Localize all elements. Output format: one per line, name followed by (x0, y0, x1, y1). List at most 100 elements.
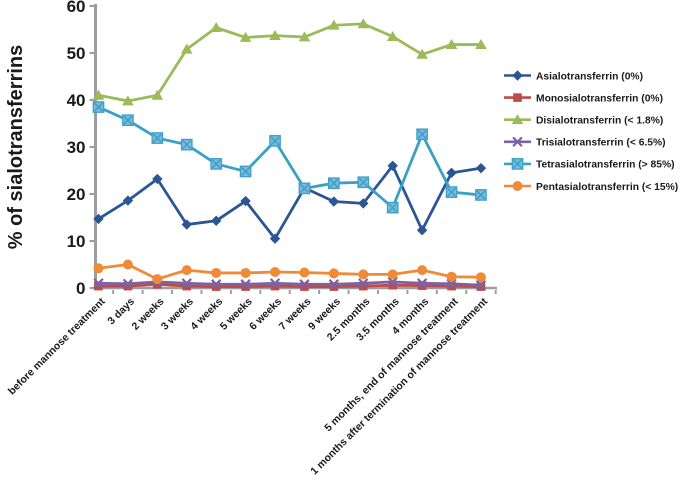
triangle-marker-icon (180, 43, 193, 54)
x-marker-icon (181, 278, 192, 289)
legend-item: Pentasialotransferrin (< 15%) (504, 181, 678, 193)
series-line (97, 164, 483, 241)
y-tick-label: 40 (67, 91, 86, 110)
legend: Asialotransferrin (0%) Monosialotransferr… (504, 70, 678, 193)
boxed-x-marker-icon (239, 165, 252, 178)
y-axis-title: % of sialotransferrins (5, 45, 27, 250)
series-pentasialotransferrin-15 (93, 259, 486, 285)
circle-marker-icon (512, 181, 523, 191)
triangle-marker-icon (416, 48, 428, 59)
y-tick-label: 10 (67, 232, 86, 251)
boxed-x-marker-icon (122, 114, 134, 127)
legend-item-label: Asialotransferrin (0%) (536, 71, 643, 82)
triangle-marker-icon (475, 38, 487, 49)
boxed-x-marker-icon (511, 158, 524, 170)
y-tick-label: 0 (76, 279, 85, 298)
diamond-marker-icon (210, 215, 222, 226)
y-tick-label: 60 (67, 0, 86, 16)
legend-item: Trisialotransferrin (< 6.5%) (504, 136, 666, 149)
square-marker-icon (123, 281, 133, 291)
x-marker-icon (240, 279, 251, 290)
circle-marker-icon (270, 267, 281, 278)
x-marker-icon (358, 278, 369, 289)
triangle-marker-icon (210, 22, 222, 33)
triangle-marker-icon (151, 89, 164, 100)
series-asialotransferrin-0 (93, 160, 487, 244)
x-marker-icon (475, 280, 487, 291)
square-marker-icon (241, 282, 250, 291)
legend-item: Disialotransferrin (< 1.8%) (504, 114, 663, 127)
x-marker-icon (122, 278, 134, 289)
triangle-marker-icon (328, 19, 340, 30)
circle-marker-icon (417, 265, 428, 276)
diamond-marker-icon (416, 224, 428, 236)
circle-marker-icon (240, 267, 251, 278)
legend-item-label: Pentasialotransferrin (< 15%) (536, 182, 678, 193)
circle-marker-icon (299, 267, 310, 278)
series-tetrasialotransferrin-85 (92, 101, 487, 214)
square-marker-icon (329, 282, 339, 291)
triangle-marker-icon (122, 95, 134, 106)
series-line (97, 280, 483, 287)
x-marker-icon (211, 279, 222, 290)
square-marker-icon (300, 282, 309, 291)
legend-item-label: Tetrasialotransferrin (> 85%) (536, 160, 675, 171)
square-marker-icon (417, 281, 427, 290)
boxed-x-marker-icon (210, 158, 223, 170)
x-marker-icon (328, 279, 340, 290)
square-marker-icon (182, 281, 192, 291)
series-line (97, 105, 483, 210)
diamond-marker-icon (446, 167, 457, 179)
diamond-marker-icon (152, 173, 163, 185)
diamond-marker-icon (387, 160, 398, 171)
legend-item-label: Disialotransferrin (< 1.8%) (536, 116, 663, 127)
series-line (97, 22, 483, 103)
circle-marker-icon (181, 265, 192, 276)
square-marker-icon (153, 279, 162, 289)
diamond-marker-icon (358, 198, 369, 209)
circle-marker-icon (93, 263, 104, 274)
square-marker-icon (211, 282, 221, 291)
series-trisialotransferrin-6-5 (93, 276, 487, 291)
legend-item-label: Monosialotransferrin (0%) (536, 93, 663, 104)
x-marker-icon (446, 278, 457, 289)
boxed-x-marker-icon (416, 128, 428, 141)
diamond-marker-icon (512, 70, 523, 81)
x-marker-icon (512, 136, 523, 147)
y-tick-label: 50 (67, 44, 86, 63)
circle-marker-icon (122, 259, 133, 270)
triangle-marker-icon (511, 114, 524, 125)
triangle-marker-icon (269, 30, 281, 41)
legend-item: Tetrasialotransferrin (> 85%) (504, 158, 675, 171)
diamond-marker-icon (93, 213, 104, 225)
circle-marker-icon (328, 268, 339, 279)
boxed-x-marker-icon (357, 176, 370, 189)
triangle-marker-icon (445, 38, 458, 49)
boxed-x-marker-icon (298, 182, 311, 195)
circle-marker-icon (358, 269, 369, 280)
square-marker-icon (94, 281, 103, 291)
square-marker-icon (513, 93, 522, 102)
diamond-marker-icon (475, 162, 487, 174)
diamond-marker-icon (240, 195, 251, 207)
circle-marker-icon (387, 269, 398, 280)
boxed-x-marker-icon (269, 135, 281, 147)
diamond-marker-icon (269, 233, 281, 244)
boxed-x-marker-icon (475, 189, 487, 201)
series-disialotransferrin-1-8 (92, 18, 487, 106)
triangle-marker-icon (386, 30, 399, 41)
square-marker-icon (388, 280, 397, 290)
x-marker-icon (93, 278, 104, 289)
diamond-marker-icon (181, 219, 192, 230)
circle-marker-icon (446, 271, 457, 282)
boxed-x-marker-icon (445, 186, 458, 198)
triangle-marker-icon (298, 31, 311, 42)
series-line (97, 282, 483, 288)
boxed-x-marker-icon (92, 101, 105, 113)
square-marker-icon (447, 281, 456, 291)
legend-item-label: Trisialotransferrin (< 6.5%) (536, 138, 666, 149)
boxed-x-marker-icon (151, 132, 164, 144)
circle-marker-icon (475, 272, 486, 283)
legend-item: Asialotransferrin (0%) (504, 70, 643, 82)
